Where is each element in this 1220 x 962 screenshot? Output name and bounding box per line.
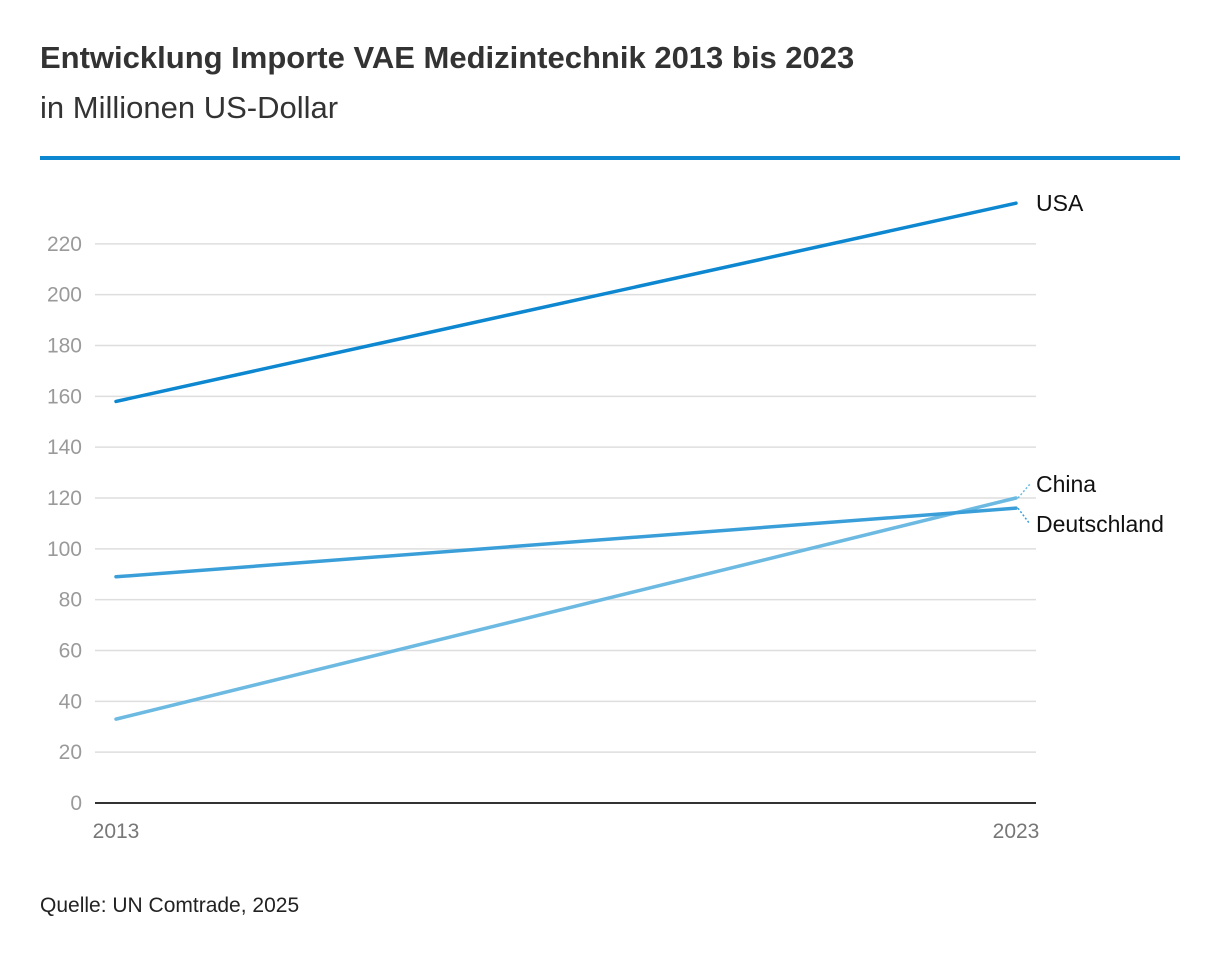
series-line-china (114, 496, 1018, 721)
x-tick-label: 2023 (993, 820, 1040, 843)
y-tick-label: 40 (59, 690, 82, 713)
x-axis-ticks: 2013 2023 (93, 820, 1040, 843)
series-labels: USA China Deutschland (1017, 190, 1164, 537)
y-tick-label: 20 (59, 741, 82, 764)
grid-lines (95, 243, 1036, 753)
y-axis-ticks: 0 20 40 60 80 100 120 140 160 180 200 220 (47, 233, 82, 815)
y-tick-label: 0 (70, 792, 82, 815)
chart-subtitle: in Millionen US-Dollar (40, 90, 339, 125)
series-label-deutschland: Deutschland (1036, 511, 1164, 537)
source-note: Quelle: UN Comtrade, 2025 (40, 894, 300, 917)
x-tick-label: 2013 (93, 820, 140, 843)
y-tick-label: 100 (47, 538, 82, 561)
y-tick-label: 160 (47, 385, 82, 408)
y-tick-label: 140 (47, 436, 82, 459)
title-divider (40, 156, 1180, 160)
series-label-usa: USA (1036, 190, 1084, 216)
y-tick-label: 60 (59, 640, 82, 663)
series-label-china: China (1036, 471, 1096, 497)
y-tick-label: 200 (47, 284, 82, 307)
y-tick-label: 120 (47, 487, 82, 510)
label-leader-china (1017, 483, 1031, 499)
y-tick-label: 80 (59, 589, 82, 612)
series-lines (114, 201, 1018, 721)
label-leader-deutschland (1017, 507, 1031, 525)
y-tick-label: 220 (47, 233, 82, 256)
y-tick-label: 180 (47, 335, 82, 358)
chart-title: Entwicklung Importe VAE Medizintechnik 2… (40, 40, 855, 75)
series-line-usa (114, 201, 1018, 404)
series-line-deutschland (114, 506, 1018, 579)
